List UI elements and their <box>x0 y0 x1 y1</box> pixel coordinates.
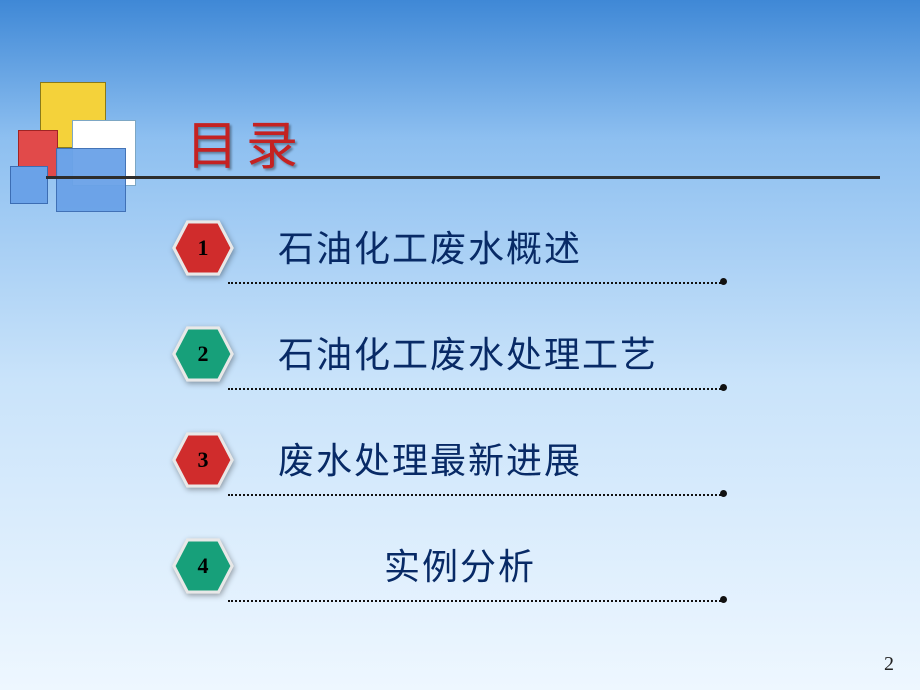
decor-square-blue-small <box>10 166 48 204</box>
toc-number: 3 <box>198 449 209 471</box>
line-end-dot-icon <box>720 278 727 285</box>
dotted-line <box>228 282 724 284</box>
toc-label: 石油化工废水处理工艺 <box>278 326 658 378</box>
toc-label: 石油化工废水概述 <box>278 220 582 272</box>
toc-number: 4 <box>198 555 209 577</box>
title-underline <box>46 176 880 179</box>
toc-number: 2 <box>198 343 209 365</box>
toc-item: 2 石油化工废水处理工艺 <box>0 316 920 422</box>
page-number: 2 <box>884 653 894 676</box>
title-row: 目录 <box>46 104 880 180</box>
line-end-dot-icon <box>720 596 727 603</box>
page-title: 目录 <box>186 104 306 179</box>
dotted-line <box>228 494 724 496</box>
toc-item: 4 实例分析 <box>0 528 920 634</box>
toc-label: 废水处理最新进展 <box>278 432 582 484</box>
toc-number: 1 <box>198 237 209 259</box>
hexagon-icon: 3 <box>172 432 234 488</box>
line-end-dot-icon <box>720 384 727 391</box>
toc-list: 1 石油化工废水概述 2 石油化工废水处理工艺 3 废水处理最新进展 4 实例分… <box>0 210 920 634</box>
line-end-dot-icon <box>720 490 727 497</box>
toc-label: 实例分析 <box>0 538 920 590</box>
toc-item: 3 废水处理最新进展 <box>0 422 920 528</box>
hexagon-icon: 1 <box>172 220 234 276</box>
hexagon-icon: 2 <box>172 326 234 382</box>
dotted-line <box>228 388 724 390</box>
dotted-line <box>228 600 724 602</box>
toc-item: 1 石油化工废水概述 <box>0 210 920 316</box>
